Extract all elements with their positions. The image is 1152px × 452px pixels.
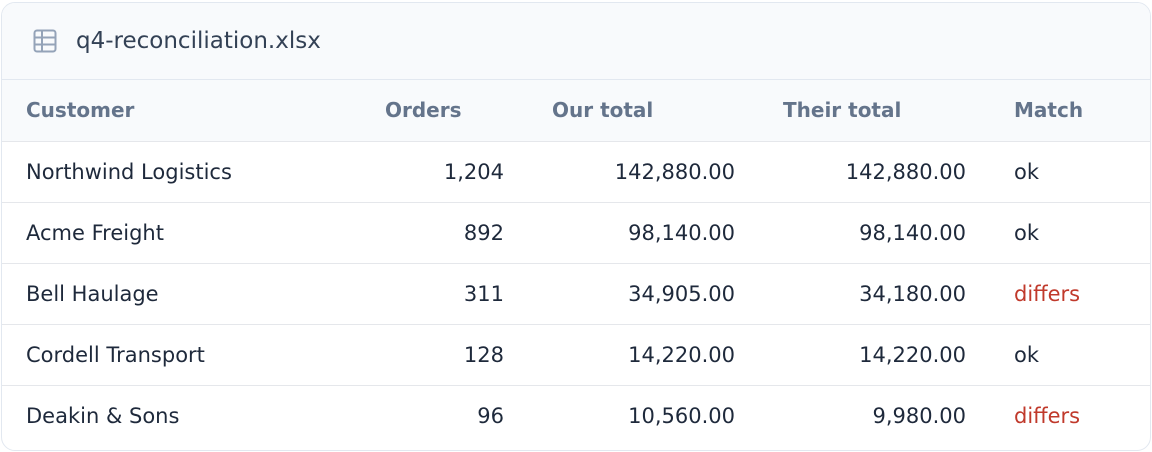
match-cell: differs [990,384,1150,446]
number-cell: 10,560.00 [528,384,759,446]
customer-cell: Acme Freight [2,201,361,263]
number-cell: 892 [361,201,528,263]
header-row: Customer Orders Our total Their total Match [2,80,1150,141]
number-cell: 311 [361,262,528,324]
match-cell: ok [990,201,1150,263]
number-cell: 9,980.00 [759,384,990,446]
number-cell: 98,140.00 [759,201,990,263]
match-cell: differs [990,262,1150,324]
column-header: Customer [2,80,361,141]
table-row: Cordell Transport 128 14,220.00 14,220.00 ok [2,323,1150,385]
number-cell: 142,880.00 [759,140,990,202]
column-header: Their total [759,80,990,141]
table-row: Bell Haulage 311 34,905.00 34,180.00 differs [2,262,1150,324]
number-cell: 34,180.00 [759,262,990,324]
match-cell: ok [990,323,1150,385]
column-header: Match [990,80,1150,141]
number-cell: 1,204 [361,140,528,202]
file-name: q4-reconciliation.xlsx [76,28,321,54]
number-cell: 14,220.00 [528,323,759,385]
number-cell: 128 [361,323,528,385]
table-row: Northwind Logistics 1,204 142,880.00 142,88… [2,140,1150,202]
customer-cell: Cordell Transport [2,323,361,385]
data-table: Customer Orders Our total Their total Match … [2,80,1150,446]
number-cell: 142,880.00 [528,140,759,202]
number-cell: 14,220.00 [759,323,990,385]
table-row: Deakin & Sons 96 10,560.00 9,980.00 differs [2,384,1150,446]
number-cell: 98,140.00 [528,201,759,263]
table-row: Acme Freight 892 98,140.00 98,140.00 ok [2,201,1150,263]
customer-cell: Bell Haulage [2,262,361,324]
customer-cell: Northwind Logistics [2,140,361,202]
title-bar: q4-reconciliation.xlsx [2,3,1150,80]
column-header: Orders [361,80,528,141]
table-icon [33,29,57,53]
number-cell: 34,905.00 [528,262,759,324]
number-cell: 96 [361,384,528,446]
match-cell: ok [990,140,1150,202]
customer-cell: Deakin & Sons [2,384,361,446]
column-header: Our total [528,80,759,141]
